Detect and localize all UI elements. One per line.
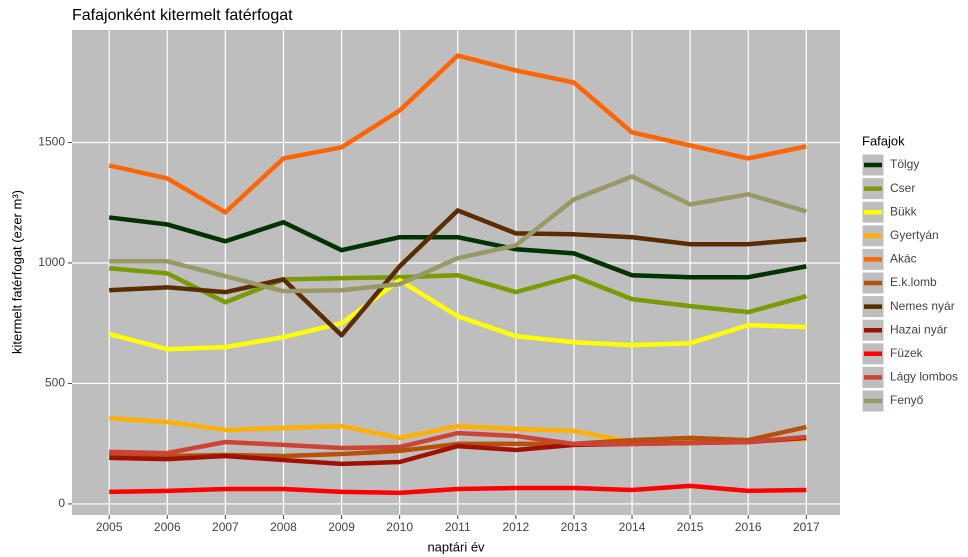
x-tick-label: 2008 xyxy=(270,520,297,534)
x-tick-label: 2017 xyxy=(793,520,820,534)
legend-label: Fenyő xyxy=(890,393,924,407)
series-line xyxy=(109,174,807,294)
series-line xyxy=(109,430,807,456)
legend-label: Bükk xyxy=(890,204,918,218)
legend-label: Tölgy xyxy=(890,157,919,171)
y-tick-label: 0 xyxy=(58,496,65,510)
x-tick-label: 2006 xyxy=(154,520,181,534)
series-line xyxy=(108,278,807,352)
series-line xyxy=(109,208,807,338)
series-line xyxy=(108,266,807,315)
legend-title: Fafajok xyxy=(862,133,905,148)
legend-label: Lágy lombos xyxy=(890,370,958,384)
x-tick-label: 2015 xyxy=(677,520,704,534)
x-tick-label: 2016 xyxy=(735,520,762,534)
series-line xyxy=(109,483,807,496)
y-axis-label: kitermelt fatérfogat (ezer m³) xyxy=(9,190,24,354)
series-line xyxy=(108,53,807,215)
y-tick-label: 1000 xyxy=(38,255,65,269)
x-tick-label: 2010 xyxy=(386,520,413,534)
x-tick-label: 2014 xyxy=(619,520,646,534)
x-axis-label: naptári év xyxy=(427,539,485,554)
x-tick-label: 2005 xyxy=(96,520,123,534)
legend-label: Akác xyxy=(890,252,917,266)
x-tick-label: 2013 xyxy=(561,520,588,534)
series-line xyxy=(108,215,807,280)
y-tick-label: 500 xyxy=(45,376,65,390)
x-tick-label: 2007 xyxy=(212,520,239,534)
legend-label: Füzek xyxy=(890,346,924,360)
x-tick-label: 2012 xyxy=(502,520,529,534)
chart-title: Fafajonként kitermelt fatérfogat xyxy=(72,7,293,24)
legend-label: Nemes nyár xyxy=(890,299,955,313)
x-tick-label: 2011 xyxy=(445,520,471,534)
x-tick-label: 2009 xyxy=(328,520,355,534)
legend-label: Hazai nyár xyxy=(890,322,947,336)
legend-label: Cser xyxy=(890,181,915,195)
legend-label: E.k.lomb xyxy=(890,275,937,289)
y-tick-label: 1500 xyxy=(38,135,65,149)
legend-label: Gyertyán xyxy=(890,228,939,242)
